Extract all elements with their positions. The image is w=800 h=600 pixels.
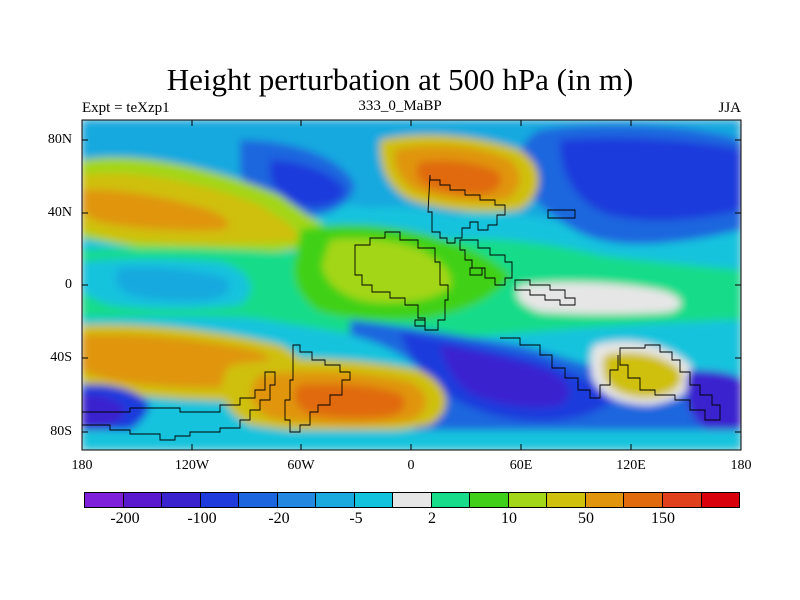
colorbar-cell <box>162 493 201 507</box>
colorbar-cell <box>508 493 548 507</box>
colorbar-label: 2 <box>428 510 436 527</box>
colorbar-cell <box>239 493 278 507</box>
colorbar-cell <box>393 493 432 507</box>
lat-label: 80N <box>47 132 72 147</box>
lat-label: 80S <box>50 424 72 439</box>
continent-outlines <box>82 174 721 441</box>
colorbar-cell <box>547 493 586 507</box>
colorbar-label: -100 <box>187 510 217 527</box>
colorbar-label: 150 <box>651 510 675 527</box>
colorbar-cell <box>316 493 355 507</box>
lon-label: 0 <box>407 458 415 473</box>
colorbar <box>84 492 740 508</box>
lon-label: 120W <box>174 458 210 473</box>
colorbar-label: -200 <box>110 510 140 527</box>
lon-label: 60W <box>287 458 315 473</box>
colorbar-label: 50 <box>578 510 594 527</box>
lon-label: 120E <box>616 458 646 473</box>
run-label: 333_0_MaBP <box>358 98 442 114</box>
colorbar-cell <box>277 493 317 507</box>
lat-label: 40N <box>47 205 72 220</box>
lon-label: 60E <box>509 458 533 473</box>
lon-label: 180 <box>71 458 93 473</box>
colorbar-cell <box>123 493 163 507</box>
lat-label: 0 <box>65 277 72 292</box>
colorbar-cell <box>662 493 702 507</box>
colorbar-cell <box>431 493 471 507</box>
colorbar-cell <box>624 493 663 507</box>
colorbar-cell <box>701 493 740 507</box>
colorbar-cell <box>585 493 625 507</box>
colorbar-cell <box>354 493 394 507</box>
colorbar-cell <box>200 493 240 507</box>
lat-label: 40S <box>50 350 72 365</box>
colorbar-label: -5 <box>349 510 363 527</box>
colorbar-cell <box>470 493 509 507</box>
colorbar-label: 10 <box>501 510 517 527</box>
colorbar-cell <box>85 493 124 507</box>
contour-field <box>82 120 741 450</box>
colorbar-label: -20 <box>268 510 290 527</box>
axis-ticks <box>81 120 742 450</box>
lon-label: 180 <box>730 458 752 473</box>
season-label: JJA <box>718 100 741 116</box>
map-title: Height perturbation at 500 hPa (in m) <box>166 62 634 97</box>
experiment-label: Expt = teXzp1 <box>82 100 170 116</box>
